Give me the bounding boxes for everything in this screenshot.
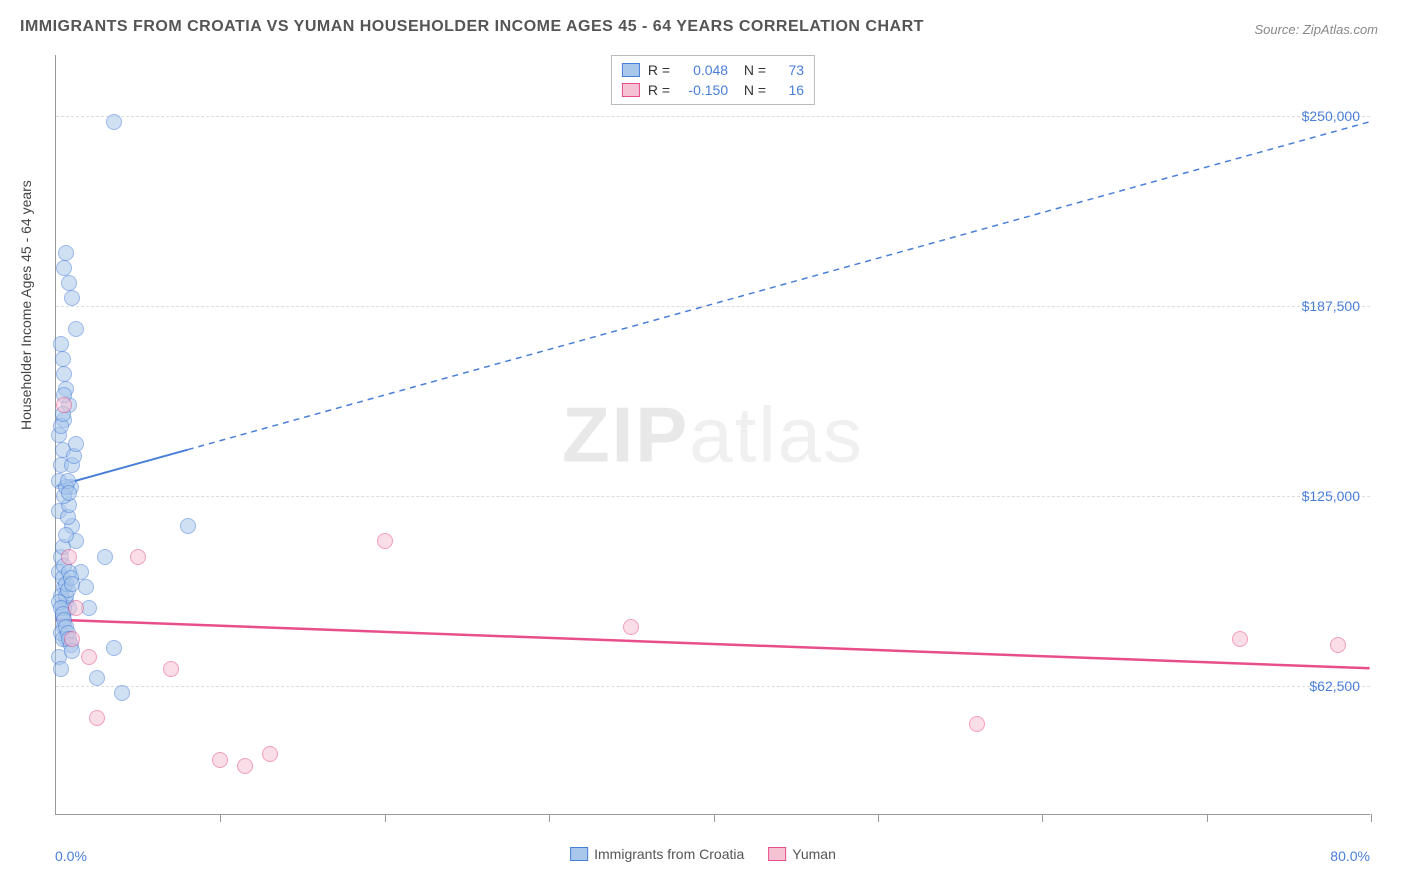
data-point [81, 649, 97, 665]
x-tick [878, 814, 879, 822]
r-value-2: -0.150 [678, 82, 728, 98]
watermark-light: atlas [689, 390, 864, 478]
legend-label-2: Yuman [792, 846, 836, 862]
swatch-icon [570, 847, 588, 861]
x-tick [549, 814, 550, 822]
source-attribution: Source: ZipAtlas.com [1254, 22, 1378, 37]
data-point [106, 114, 122, 130]
data-point [56, 397, 72, 413]
swatch-series-2 [622, 83, 640, 97]
n-label: N = [736, 62, 766, 78]
data-point [89, 670, 105, 686]
data-point [1330, 637, 1346, 653]
data-point [64, 290, 80, 306]
data-point [56, 260, 72, 276]
plot-area: ZIPatlas R = 0.048 N = 73 R = -0.150 N =… [55, 55, 1370, 815]
gridline [56, 496, 1370, 497]
data-point [180, 518, 196, 534]
x-axis-max-label: 80.0% [1330, 848, 1370, 864]
legend-item-1: Immigrants from Croatia [570, 846, 744, 862]
data-point [64, 576, 80, 592]
correlation-legend: R = 0.048 N = 73 R = -0.150 N = 16 [611, 55, 815, 105]
series-legend: Immigrants from Croatia Yuman [570, 846, 836, 862]
data-point [68, 321, 84, 337]
data-point [106, 640, 122, 656]
data-point [68, 600, 84, 616]
data-point [56, 366, 72, 382]
data-point [61, 275, 77, 291]
data-point [377, 533, 393, 549]
legend-row-series-1: R = 0.048 N = 73 [622, 60, 804, 80]
watermark: ZIPatlas [562, 389, 864, 480]
x-tick [220, 814, 221, 822]
data-point [114, 685, 130, 701]
y-tick-label: $62,500 [1309, 678, 1360, 694]
data-point [68, 436, 84, 452]
x-tick [714, 814, 715, 822]
gridline [56, 116, 1370, 117]
y-tick-label: $187,500 [1302, 298, 1360, 314]
watermark-bold: ZIP [562, 390, 689, 478]
data-point [55, 351, 71, 367]
legend-item-2: Yuman [768, 846, 836, 862]
data-point [58, 527, 74, 543]
data-point [58, 245, 74, 261]
r-label: R = [648, 82, 670, 98]
data-point [623, 619, 639, 635]
x-tick [1042, 814, 1043, 822]
gridline [56, 686, 1370, 687]
legend-label-1: Immigrants from Croatia [594, 846, 744, 862]
data-point [969, 716, 985, 732]
data-point [53, 661, 69, 677]
n-value-2: 16 [774, 82, 804, 98]
x-tick [1207, 814, 1208, 822]
data-point [237, 758, 253, 774]
data-point [163, 661, 179, 677]
chart-title: IMMIGRANTS FROM CROATIA VS YUMAN HOUSEHO… [20, 18, 924, 36]
x-tick [385, 814, 386, 822]
data-point [262, 746, 278, 762]
data-point [130, 549, 146, 565]
r-label: R = [648, 62, 670, 78]
n-value-1: 73 [774, 62, 804, 78]
x-tick [1371, 814, 1372, 822]
r-value-1: 0.048 [678, 62, 728, 78]
data-point [212, 752, 228, 768]
data-point [97, 549, 113, 565]
data-point [64, 631, 80, 647]
data-point [61, 485, 77, 501]
legend-row-series-2: R = -0.150 N = 16 [622, 80, 804, 100]
data-point [53, 336, 69, 352]
n-label: N = [736, 82, 766, 98]
y-tick-label: $125,000 [1302, 488, 1360, 504]
y-axis-label: Householder Income Ages 45 - 64 years [18, 180, 34, 430]
data-point [1232, 631, 1248, 647]
data-point [61, 549, 77, 565]
data-point [89, 710, 105, 726]
swatch-icon [768, 847, 786, 861]
x-axis-min-label: 0.0% [55, 848, 87, 864]
gridline [56, 306, 1370, 307]
y-tick-label: $250,000 [1302, 108, 1360, 124]
regression-lines-layer [56, 55, 1370, 814]
swatch-series-1 [622, 63, 640, 77]
